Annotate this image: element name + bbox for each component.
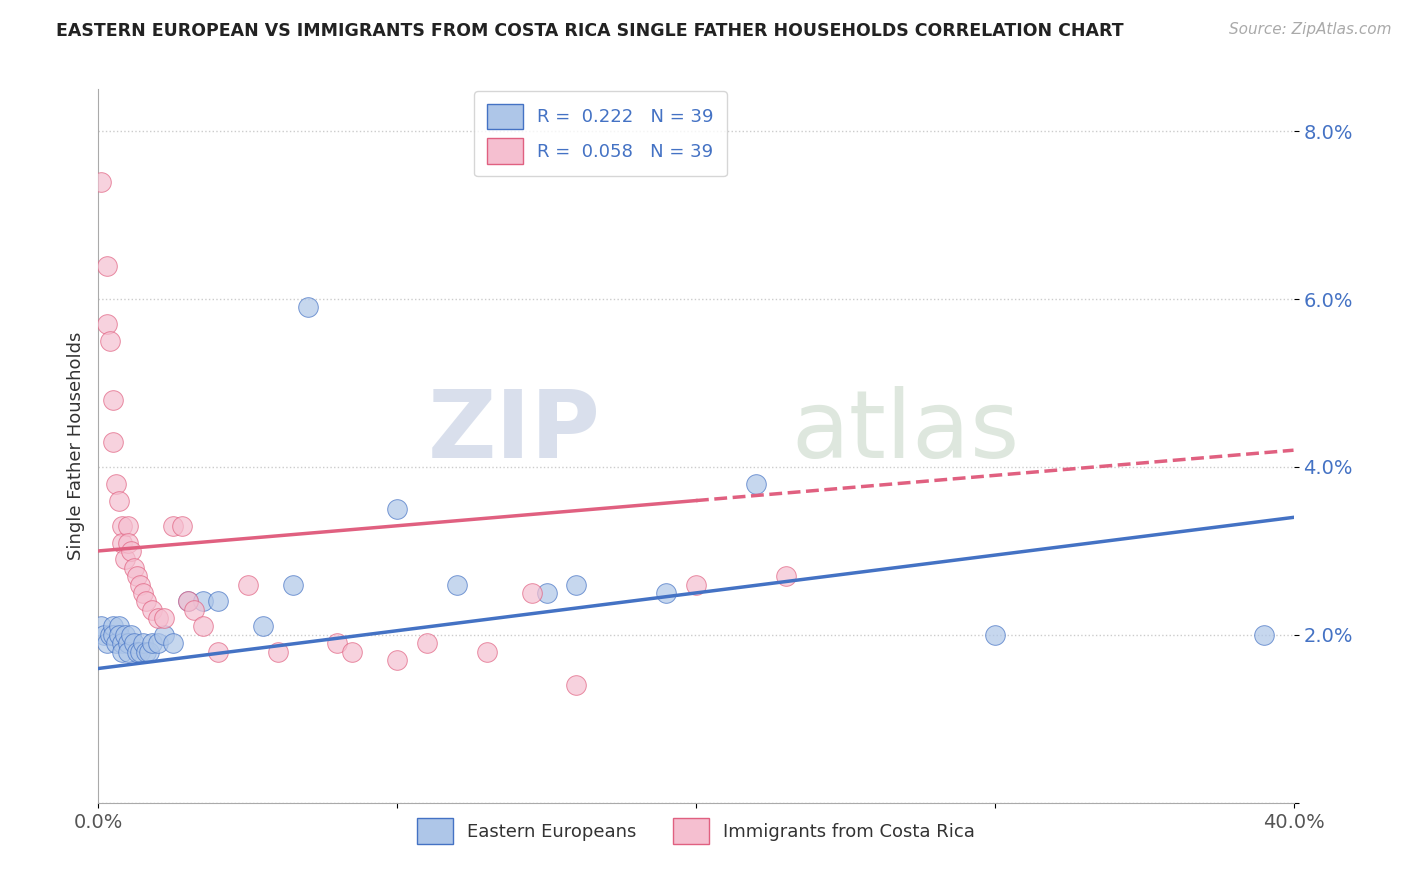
Point <box>191 594 214 608</box>
Point <box>135 645 157 659</box>
Point <box>127 645 149 659</box>
Point <box>111 636 134 650</box>
Point <box>117 518 139 533</box>
Legend: Eastern Europeans, Immigrants from Costa Rica: Eastern Europeans, Immigrants from Costa… <box>409 811 983 851</box>
Point <box>141 636 163 650</box>
Point <box>207 645 229 659</box>
Point <box>111 535 134 549</box>
Point <box>138 645 160 659</box>
Point <box>98 334 122 348</box>
Point <box>416 636 439 650</box>
Point <box>127 569 149 583</box>
Point <box>153 611 176 625</box>
Point <box>685 577 707 591</box>
Y-axis label: Single Father Households: Single Father Households <box>66 332 84 560</box>
Point <box>135 594 157 608</box>
Point <box>98 628 122 642</box>
Point <box>117 535 139 549</box>
Text: EASTERN EUROPEAN VS IMMIGRANTS FROM COSTA RICA SINGLE FATHER HOUSEHOLDS CORRELAT: EASTERN EUROPEAN VS IMMIGRANTS FROM COST… <box>56 22 1123 40</box>
Point <box>385 653 409 667</box>
Point <box>1253 628 1275 642</box>
Point <box>536 586 558 600</box>
Point <box>191 619 214 633</box>
Point <box>129 645 152 659</box>
Point <box>342 645 364 659</box>
Point <box>96 259 118 273</box>
Point <box>148 636 170 650</box>
Point <box>520 586 543 600</box>
Point <box>162 518 184 533</box>
Point <box>114 628 136 642</box>
Point <box>108 493 131 508</box>
Point <box>124 560 146 574</box>
Point <box>132 636 155 650</box>
Point <box>108 619 131 633</box>
Point <box>475 645 498 659</box>
Point <box>108 628 131 642</box>
Point <box>172 518 194 533</box>
Point <box>141 603 163 617</box>
Point <box>103 628 125 642</box>
Point <box>326 636 349 650</box>
Point <box>90 619 112 633</box>
Point <box>132 586 155 600</box>
Point <box>252 619 274 633</box>
Point <box>96 636 118 650</box>
Point <box>105 476 128 491</box>
Point <box>565 577 588 591</box>
Point <box>565 678 588 692</box>
Point <box>207 594 229 608</box>
Point <box>111 518 134 533</box>
Point <box>103 434 125 449</box>
Point <box>281 577 304 591</box>
Point <box>117 645 139 659</box>
Point <box>153 628 176 642</box>
Point <box>162 636 184 650</box>
Point <box>103 619 125 633</box>
Point <box>103 392 125 407</box>
Point <box>177 594 200 608</box>
Point <box>984 628 1007 642</box>
Point <box>446 577 468 591</box>
Text: ZIP: ZIP <box>427 385 600 478</box>
Point <box>297 301 319 315</box>
Point <box>177 594 200 608</box>
Point <box>111 645 134 659</box>
Point <box>105 636 128 650</box>
Text: Source: ZipAtlas.com: Source: ZipAtlas.com <box>1229 22 1392 37</box>
Point <box>385 502 409 516</box>
Point <box>267 645 290 659</box>
Point <box>745 476 768 491</box>
Point <box>96 318 118 332</box>
Point <box>117 636 139 650</box>
Point <box>114 552 136 566</box>
Point <box>90 175 112 189</box>
Point <box>124 636 146 650</box>
Point <box>120 544 142 558</box>
Point <box>236 577 259 591</box>
Text: atlas: atlas <box>792 385 1019 478</box>
Point <box>775 569 797 583</box>
Point <box>120 628 142 642</box>
Point <box>129 577 152 591</box>
Point <box>93 628 115 642</box>
Point <box>183 603 205 617</box>
Point <box>655 586 678 600</box>
Point <box>148 611 170 625</box>
